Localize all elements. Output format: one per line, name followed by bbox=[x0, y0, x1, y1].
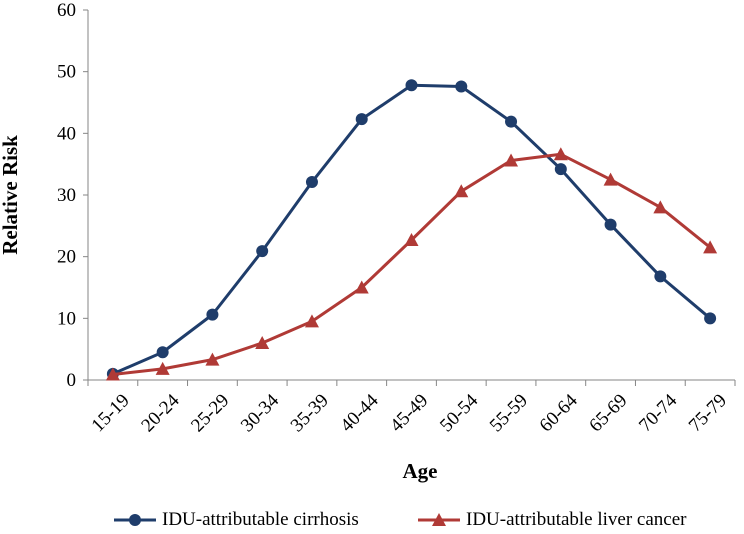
legend: IDU-attributable cirrhosis IDU-attributa… bbox=[0, 506, 744, 534]
x-tick-label: 75-79 bbox=[685, 390, 731, 436]
data-point bbox=[354, 280, 369, 294]
data-point bbox=[155, 361, 170, 375]
data-point bbox=[304, 314, 319, 328]
data-point bbox=[405, 79, 418, 92]
data-point bbox=[206, 308, 219, 321]
x-tick-label: 45-49 bbox=[386, 390, 432, 436]
y-tick-label: 60 bbox=[57, 0, 76, 21]
y-tick-label: 50 bbox=[57, 62, 76, 83]
y-axis-title: Relative Risk bbox=[0, 135, 22, 255]
data-point bbox=[455, 80, 468, 93]
x-tick-label: 20-24 bbox=[137, 390, 184, 437]
x-tick-label: 30-34 bbox=[237, 390, 284, 437]
data-point bbox=[654, 270, 667, 283]
data-point bbox=[105, 367, 120, 381]
x-tick-label: 55-59 bbox=[486, 390, 532, 436]
y-tick-label: 10 bbox=[57, 308, 76, 329]
data-point bbox=[305, 176, 318, 189]
series-0 bbox=[106, 79, 717, 380]
y-tick-label: 30 bbox=[57, 185, 76, 206]
legend-item-cirrhosis: IDU-attributable cirrhosis bbox=[112, 506, 359, 534]
data-point bbox=[205, 352, 220, 366]
data-point bbox=[704, 312, 717, 325]
series-1 bbox=[105, 147, 718, 381]
data-point bbox=[504, 153, 519, 167]
data-point bbox=[553, 147, 568, 161]
x-tick-label: 60-64 bbox=[536, 390, 583, 437]
data-point bbox=[156, 346, 169, 359]
legend-label-cirrhosis: IDU-attributable cirrhosis bbox=[162, 509, 359, 530]
data-point bbox=[703, 240, 718, 254]
x-tick-label: 40-44 bbox=[336, 390, 383, 437]
x-tick-label: 35-39 bbox=[287, 390, 333, 436]
data-point bbox=[454, 184, 469, 198]
legend-item-liver-cancer: IDU-attributable liver cancer bbox=[416, 506, 687, 534]
x-tick-label: 70-74 bbox=[635, 390, 682, 437]
y-tick-label: 0 bbox=[67, 370, 77, 391]
triangle-marker-icon bbox=[418, 513, 460, 526]
legend-label-liver-cancer: IDU-attributable liver cancer bbox=[466, 509, 687, 530]
series-layer bbox=[105, 79, 718, 381]
data-point bbox=[603, 172, 618, 186]
y-tick-label: 20 bbox=[57, 247, 76, 268]
data-point bbox=[255, 336, 270, 349]
data-point bbox=[355, 113, 368, 126]
circle-marker-icon bbox=[114, 514, 156, 526]
x-axis-title: Age bbox=[403, 459, 438, 483]
x-tick-label: 15-19 bbox=[88, 390, 134, 436]
y-tick-label: 40 bbox=[57, 123, 76, 144]
series-line bbox=[112, 152, 712, 376]
data-point bbox=[653, 200, 668, 214]
x-tick-label: 65-69 bbox=[585, 390, 631, 436]
data-point bbox=[604, 218, 617, 231]
series-line bbox=[112, 83, 712, 376]
data-point bbox=[256, 245, 269, 258]
x-tick-label: 50-54 bbox=[436, 390, 483, 437]
data-point bbox=[505, 115, 518, 128]
data-point bbox=[554, 163, 567, 176]
x-tick-label: 25-29 bbox=[187, 390, 233, 436]
data-point bbox=[404, 233, 419, 247]
